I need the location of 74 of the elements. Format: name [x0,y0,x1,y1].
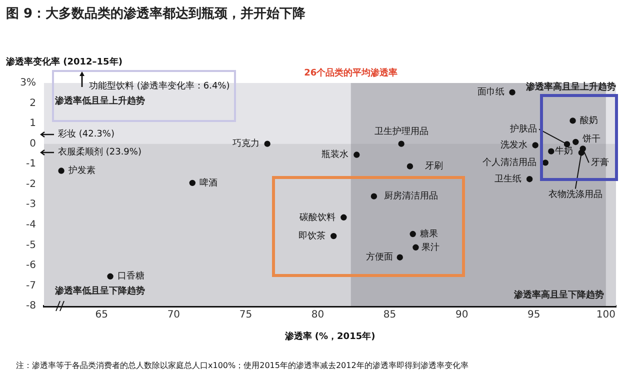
annotation: 彩妆 (42.3%) [58,128,114,140]
point [58,168,64,174]
annotation: 糖果 [420,228,438,240]
x-tick-label: 70 [167,310,180,321]
annotation: 牛奶 [555,146,574,157]
point [398,140,404,147]
point [354,152,360,158]
y-tick-label: -5 [26,240,36,251]
annotation: 果汁 [422,242,440,253]
point [340,214,347,221]
annotation: 卫生护理用品 [374,126,428,138]
point [526,176,533,182]
x-tick-label: 65 [95,310,108,321]
point [107,273,114,280]
annotation: 功能型饮料 (渗透率变化率：6.4%) [89,80,230,92]
point [330,232,337,240]
point [370,193,378,200]
annotation: 面巾纸 [477,86,504,98]
point [406,163,414,170]
x-tick-label: 85 [383,310,396,321]
annotation: 巧克力 [232,138,260,150]
point [264,140,270,147]
annotation: 护发素 [67,165,96,176]
annotation: 渗透率高且呈下降趋势 [513,289,604,300]
y-tick-label: -4 [26,220,36,231]
x-axis-title: 渗透率 (%，2015年) [284,330,376,342]
annotation: 牙膏 [590,157,609,168]
y-tick-label: -3 [26,199,36,210]
annotation: 厨房清洁用品 [384,190,438,202]
annotation: 酸奶 [580,115,598,126]
y-tick-label: 1 [30,118,36,130]
annotation: 衣服柔顺剂 (23.9%) [58,146,142,158]
annotation: 渗透率高且呈上升趋势 [525,81,616,92]
text: 注：渗透率等于各品类消费者的总人数除以家庭总人口x100%；使用2015年的渗透率减去2012年的渗透率即得到渗透率变化率 [16,361,468,370]
y-tick-label: 0 [30,138,36,150]
annotation: 饼干 [582,133,601,144]
chart-title: 图 9：大多数品类的渗透率都达到瓶颈，并开始下降 [6,5,307,22]
annotation: 方便面 [366,252,393,263]
point [410,230,416,238]
annotation: 卫生纸 [494,173,522,184]
point [396,254,403,260]
x-tick-label: 80 [311,310,324,321]
annotation: 渗透率低且呈上升趋势 [54,95,145,106]
annotation: 啤酒 [199,177,218,188]
x-tick-label: 95 [528,310,540,321]
point [509,89,516,96]
point [412,244,419,251]
y-tick-label: 2 [30,98,36,109]
annotation: 即饮茶 [298,230,326,242]
point [572,138,579,146]
annotation: 护肤品 [509,124,538,135]
point [548,148,554,154]
annotation: 衣物洗涤用品 [548,189,602,200]
annotation: 口香糖 [117,270,144,282]
annotation: 碳酸饮料 [298,212,336,223]
point [532,142,538,148]
annotation: 牙刷 [424,160,443,172]
point [570,118,576,124]
y-tick-label: -8 [26,300,36,312]
annotation: 个人清洁用品 [482,157,536,168]
y-tick-label: 3% [20,78,36,89]
y-tick-label: -6 [26,260,36,272]
band-label: 26个品类的平均渗透率 [304,67,398,78]
x-tick-label: 100 [596,310,616,321]
y-tick-label: -7 [26,280,36,292]
annotation: 渗透率低且呈下降趋势 [54,285,145,296]
y-tick-label: -2 [26,178,36,190]
point [189,180,196,186]
x-tick-label: 90 [455,310,468,321]
y-tick-label: -1 [26,158,36,170]
annotation: 洗发水 [500,140,528,151]
x-tick-label: 75 [239,310,252,321]
annotation: 瓶装水 [322,149,349,160]
y-axis-title: 渗透率变化率 (2012–15年) [5,56,122,68]
